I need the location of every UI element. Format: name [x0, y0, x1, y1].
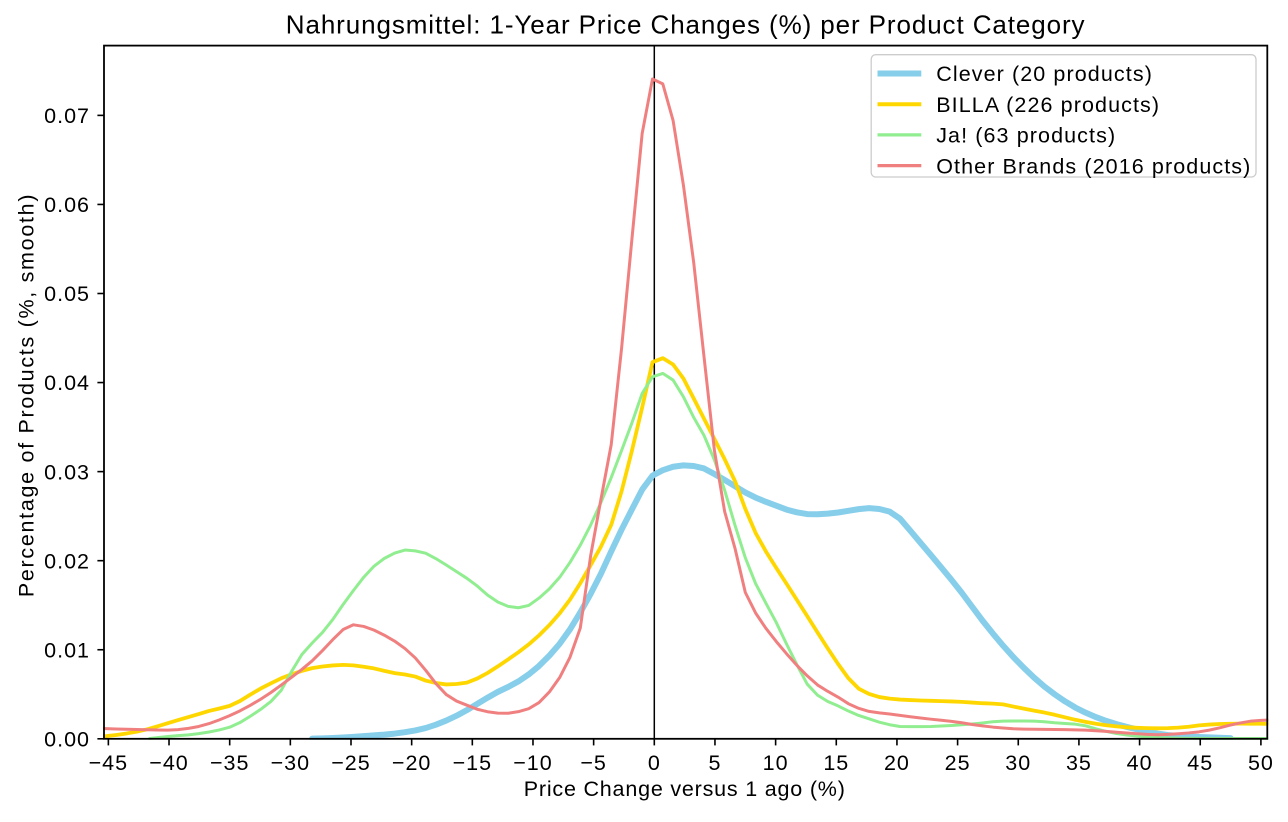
- svg-text:30: 30: [1005, 751, 1031, 775]
- svg-text:0: 0: [648, 751, 661, 775]
- svg-text:−5: −5: [580, 751, 607, 775]
- svg-text:10: 10: [763, 751, 789, 775]
- svg-text:25: 25: [945, 751, 971, 775]
- svg-text:0.05: 0.05: [44, 282, 90, 306]
- svg-text:Price Change versus 1 ago (%): Price Change versus 1 ago (%): [524, 777, 846, 801]
- svg-text:−40: −40: [149, 751, 188, 775]
- svg-text:50: 50: [1248, 751, 1274, 775]
- svg-text:−45: −45: [89, 751, 128, 775]
- svg-text:−25: −25: [331, 751, 370, 775]
- svg-text:40: 40: [1127, 751, 1153, 775]
- svg-text:35: 35: [1066, 751, 1092, 775]
- svg-text:0.03: 0.03: [44, 460, 90, 484]
- svg-text:Percentage of Products (%, smo: Percentage of Products (%, smooth): [14, 193, 38, 597]
- svg-text:0.04: 0.04: [44, 371, 90, 395]
- svg-text:0.02: 0.02: [44, 549, 90, 573]
- svg-text:20: 20: [884, 751, 910, 775]
- svg-text:0.07: 0.07: [44, 104, 90, 128]
- svg-text:−10: −10: [513, 751, 552, 775]
- svg-text:Other Brands (2016 products): Other Brands (2016 products): [936, 154, 1251, 178]
- svg-text:−15: −15: [453, 751, 492, 775]
- svg-text:5: 5: [708, 751, 721, 775]
- svg-text:0.00: 0.00: [44, 727, 90, 751]
- svg-text:0.01: 0.01: [44, 638, 90, 662]
- svg-text:Clever (20 products): Clever (20 products): [936, 62, 1153, 86]
- svg-text:−35: −35: [210, 751, 249, 775]
- svg-text:0.06: 0.06: [44, 193, 90, 217]
- svg-text:Ja! (63 products): Ja! (63 products): [936, 124, 1116, 148]
- svg-text:−20: −20: [392, 751, 431, 775]
- svg-text:Nahrungsmittel: 1-Year Price C: Nahrungsmittel: 1-Year Price Changes (%)…: [286, 9, 1086, 39]
- svg-text:−30: −30: [271, 751, 310, 775]
- svg-text:45: 45: [1187, 751, 1213, 775]
- svg-text:BILLA (226 products): BILLA (226 products): [936, 93, 1160, 117]
- svg-text:15: 15: [823, 751, 849, 775]
